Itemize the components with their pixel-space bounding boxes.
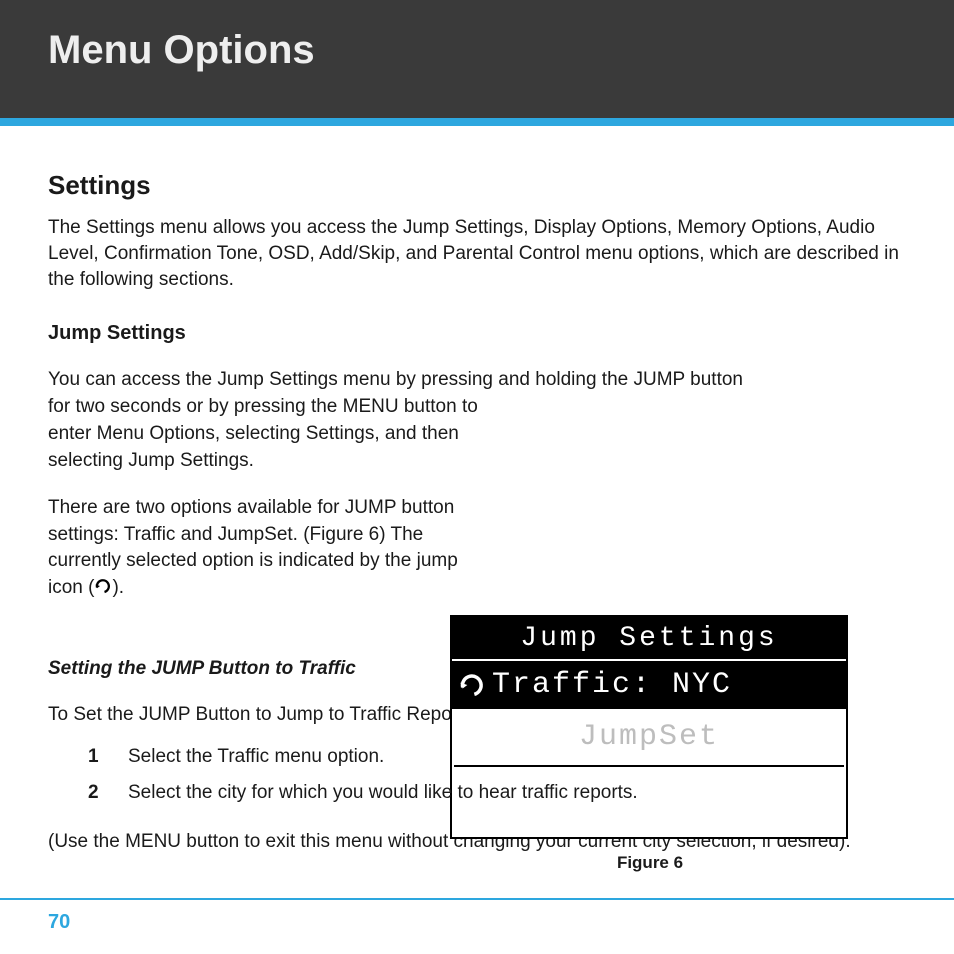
jump-settings-p2: There are two options available for JUMP… (48, 495, 488, 603)
step-1: 1Select the Traffic menu option. (128, 739, 906, 775)
jump-icon (94, 577, 112, 595)
page-content: Settings The Settings menu allows you ac… (0, 126, 954, 856)
section-heading: Settings (48, 170, 906, 201)
footer-accent-line (0, 898, 954, 900)
step-2-number: 2 (88, 775, 99, 811)
page-header: Menu Options (0, 0, 954, 118)
jump-settings-p1-wrap: for two seconds or by pressing the MENU … (48, 394, 488, 475)
subsection-heading: Jump Settings (48, 322, 906, 345)
step-2-text: Select the city for which you would like… (128, 782, 638, 803)
page-number: 70 (48, 911, 70, 934)
lcd-row-traffic: Traffic: NYC (452, 661, 846, 709)
step-1-text: Select the Traffic menu option. (128, 746, 384, 767)
jump-settings-p2-b: ). (112, 577, 124, 598)
jump-icon (458, 671, 486, 699)
accent-bar (0, 118, 954, 126)
step-2: 2Select the city for which you would lik… (128, 775, 906, 811)
step-1-number: 1 (88, 739, 99, 775)
lcd-title: Jump Settings (452, 617, 846, 661)
figure-caption: Figure 6 (450, 853, 850, 873)
lcd-row1-text: Traffic: NYC (492, 661, 732, 709)
jump-settings-p1-line1: You can access the Jump Settings menu by… (48, 367, 906, 394)
steps-list: 1Select the Traffic menu option. 2Select… (48, 739, 906, 811)
page-title: Menu Options (48, 28, 954, 73)
section-intro: The Settings menu allows you access the … (48, 215, 906, 294)
